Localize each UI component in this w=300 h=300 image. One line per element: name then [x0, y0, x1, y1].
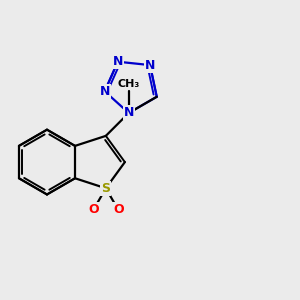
Text: S: S [101, 182, 110, 195]
Text: N: N [145, 58, 155, 72]
Text: N: N [124, 106, 134, 119]
Text: CH₃: CH₃ [118, 80, 140, 89]
Text: S: S [124, 106, 133, 119]
Text: O: O [113, 203, 124, 217]
Text: N: N [113, 55, 123, 68]
Text: N: N [100, 85, 110, 98]
Text: O: O [88, 203, 99, 217]
